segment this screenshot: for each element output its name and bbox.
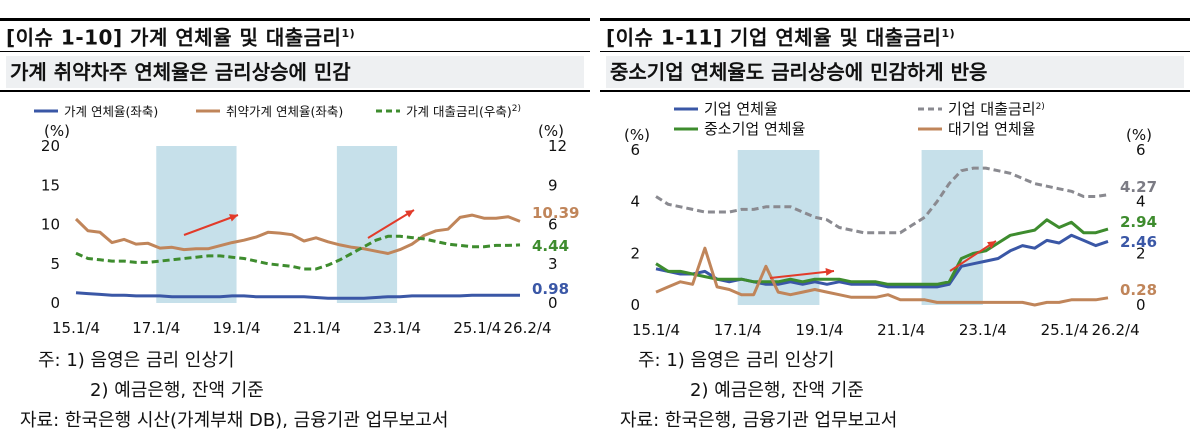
series-line-취약가계-연체율 (74, 213, 521, 255)
note-line-1: 주: 1) 음영은 금리 인상기 (38, 350, 235, 371)
right-tick-label: 2 (1136, 244, 1146, 262)
left-tick-label: 15 (41, 176, 60, 194)
note-line-2: 2) 예금은행, 잔액 기준 (90, 380, 264, 401)
figure-title-text: [이슈 1-11] 기업 연체율 및 대출금리 (606, 25, 942, 50)
left-tick-label: 6 (630, 141, 640, 159)
end-value-label: 2.46 (1120, 233, 1157, 251)
source-line: 자료: 한국은행 시산(가계부채 DB), 금융기관 업무보고서 (20, 410, 449, 431)
right-tick-label: 4 (1136, 193, 1146, 211)
right-axis-unit: (%) (538, 122, 564, 140)
trend-arrowhead-2 (405, 210, 414, 218)
series-line-기업-연체율 (655, 233, 1109, 289)
end-value-label: 0.28 (1120, 281, 1157, 299)
left-figure-panel: [이슈 1-10] 가계 연체율 및 대출금리1) 가계 취약차주 연체율은 금… (0, 0, 590, 438)
left-tick-label: 4 (630, 193, 640, 211)
left-tick-label: 0 (50, 294, 60, 312)
figure-notes: 주: 1) 음영은 금리 인상기 2) 예금은행, 잔액 기준 자료: 한국은행… (620, 346, 1190, 436)
title-footnote-mark: 1) (341, 27, 356, 40)
trend-arrow-1 (769, 270, 835, 279)
top-rule (0, 18, 590, 21)
trend-arrowhead-1 (229, 214, 238, 222)
left-tick-label: 5 (50, 255, 60, 273)
title-footnote-mark: 1) (941, 27, 956, 40)
legend-label-취약가계-연체율: 취약가계 연체율(좌축) (226, 104, 343, 119)
right-tick-label: 6 (1136, 141, 1146, 159)
rate-hike-shading-2 (336, 146, 398, 303)
left-axis-unit: (%) (44, 122, 70, 140)
right-tick-label: 3 (548, 255, 558, 273)
x-tick-label: 21.1/4 (293, 319, 341, 337)
legend-label-가계-대출금리: 가계 대출금리(우축)2) (406, 104, 521, 119)
figure-subtitle: 가계 취약차주 연체율은 금리상승에 민감 (6, 56, 584, 88)
figure-notes: 주: 1) 음영은 금리 인상기 2) 예금은행, 잔액 기준 자료: 한국은행… (20, 346, 590, 436)
legend-label-기업-대출금리: 기업 대출금리2) (948, 100, 1045, 118)
left-axis-unit: (%) (624, 126, 650, 144)
x-tick-label: 17.1/4 (132, 319, 180, 337)
right-tick-label: 0 (1136, 296, 1146, 314)
top-rule (600, 18, 1190, 21)
x-tick-label: 17.1/4 (714, 321, 762, 339)
legend-label-중소기업-연체율: 중소기업 연체율 (704, 120, 805, 138)
household-delinquency-chart: 가계 연체율(좌축) 취약가계 연체율(좌축) 가계 대출금리(우축)2) (%) (%… (34, 104, 579, 337)
left-tick-label: 2 (630, 244, 640, 262)
series-line-대기업-연체율 (655, 246, 1109, 307)
x-tick-label: 15.1/4 (52, 319, 100, 337)
left-tick-label: 10 (41, 216, 60, 234)
end-value-label: 2.94 (1120, 213, 1157, 231)
right-figure-panel: [이슈 1-11] 기업 연체율 및 대출금리1) 중소기업 연체율도 금리상승… (600, 0, 1190, 438)
series-line-기업-대출금리 (655, 166, 1109, 235)
subtitle-rule (600, 90, 1190, 92)
x-tick-label: 19.1/4 (795, 321, 843, 339)
x-tick-label: 25.1/4 (1041, 321, 1089, 339)
end-value-label: 4.44 (532, 237, 569, 255)
x-tick-label: 15.1/4 (632, 321, 680, 339)
trend-arrowhead-2 (987, 241, 996, 249)
note-line-1: 주: 1) 음영은 금리 인상기 (638, 350, 835, 371)
right-tick-label: 12 (548, 137, 567, 155)
x-tick-label: 19.1/4 (213, 319, 261, 337)
trend-arrowhead-1 (825, 267, 834, 276)
legend-label-대기업-연체율: 대기업 연체율 (948, 120, 1036, 138)
end-value-label: 4.27 (1120, 178, 1157, 196)
figure-title-text: [이슈 1-10] 가계 연체율 및 대출금리 (6, 25, 342, 50)
rate-hike-shading-1 (156, 146, 237, 303)
x-tick-label: 23.1/4 (959, 321, 1007, 339)
x-tick-label: 25.1/4 (453, 319, 501, 337)
x-tick-label: 23.1/4 (373, 319, 421, 337)
title-rule (600, 51, 1190, 52)
trend-arrow-1 (183, 214, 239, 236)
right-tick-label: 6 (548, 216, 558, 234)
x-tick-label: 21.1/4 (877, 321, 925, 339)
x-tick-label: 26.2/4 (1092, 321, 1140, 339)
title-rule (0, 51, 590, 52)
figure-title: [이슈 1-10] 가계 연체율 및 대출금리1) (6, 20, 584, 50)
subtitle-rule (0, 90, 590, 92)
left-tick-label: 0 (630, 296, 640, 314)
series-line-가계-대출금리 (75, 234, 521, 271)
end-value-label: 10.39 (532, 204, 579, 222)
series-line-중소기업-연체율 (655, 218, 1109, 286)
source-line: 자료: 한국은행, 금융기관 업무보고서 (620, 410, 898, 431)
end-value-label: 0.98 (532, 280, 569, 298)
right-tick-label: 9 (548, 176, 558, 194)
legend-label-가계-연체율: 가계 연체율(좌축) (64, 104, 158, 119)
figure-subtitle: 중소기업 연체율도 금리상승에 민감하게 반응 (606, 56, 1184, 88)
right-axis-unit: (%) (1126, 126, 1152, 144)
left-tick-label: 20 (41, 137, 60, 155)
trend-arrow-2 (949, 240, 997, 272)
note-line-2: 2) 예금은행, 잔액 기준 (690, 380, 864, 401)
x-tick-label: 26.2/4 (504, 319, 552, 337)
rate-hike-shading-1 (737, 150, 820, 305)
figure-title: [이슈 1-11] 기업 연체율 및 대출금리1) (606, 20, 1184, 50)
trend-arrow-2 (367, 209, 415, 239)
legend-label-기업-연체율: 기업 연체율 (704, 100, 778, 118)
series-line-가계-연체율 (75, 291, 521, 300)
right-tick-label: 0 (548, 294, 558, 312)
